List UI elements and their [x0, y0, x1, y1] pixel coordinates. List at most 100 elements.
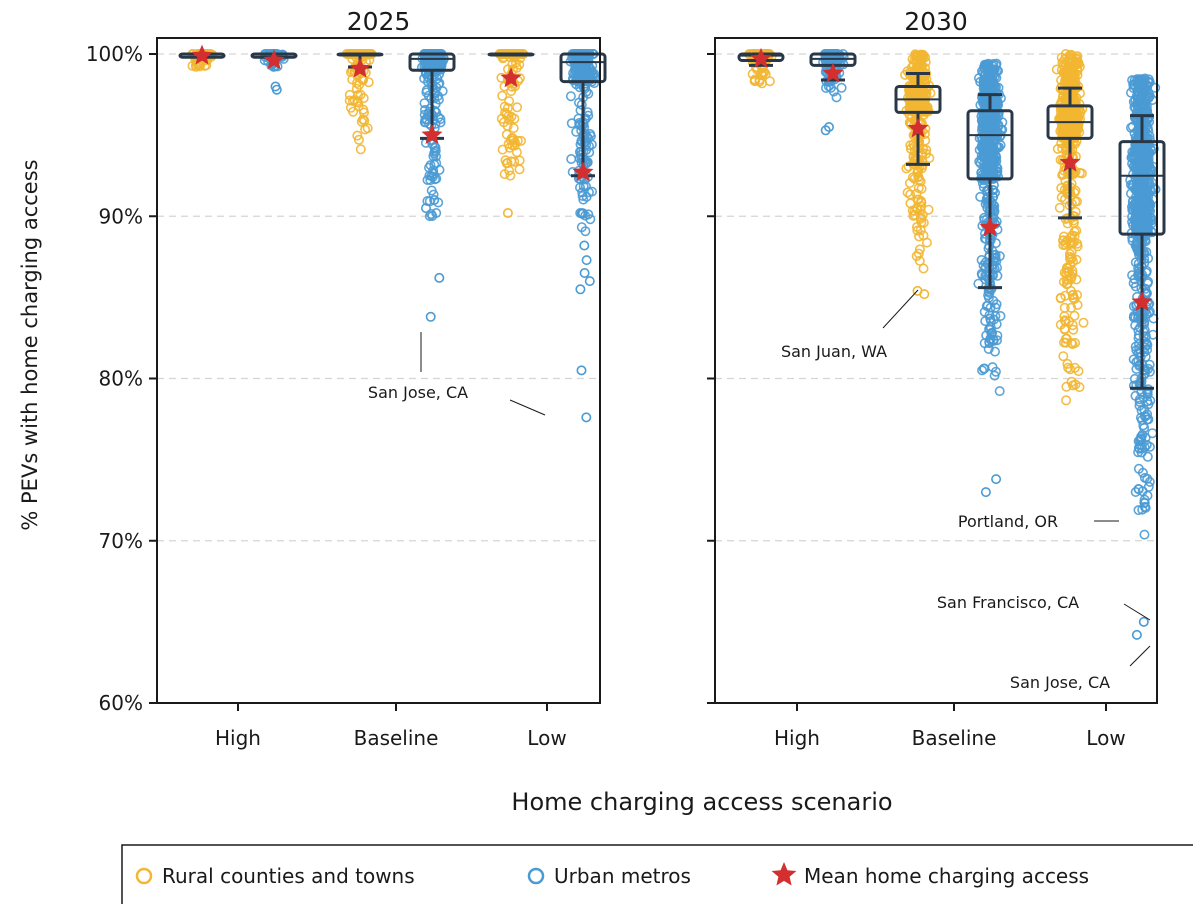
- data-point: [514, 164, 525, 175]
- data-point: [985, 322, 996, 333]
- legend: Rural counties and towns Urban metros Me…: [121, 844, 1193, 908]
- data-point: [906, 92, 917, 103]
- data-point: [917, 53, 928, 64]
- y-tick-label: 80%: [99, 367, 143, 391]
- data-point: [981, 135, 992, 146]
- data-point: [504, 96, 515, 107]
- data-point: [909, 206, 920, 217]
- data-point: [1137, 429, 1148, 440]
- mean-star-icon: [263, 49, 285, 70]
- mean-star-icon: [822, 62, 844, 83]
- data-point: [904, 178, 915, 189]
- data-point: [187, 60, 198, 71]
- data-point: [1133, 211, 1144, 222]
- boxplot-baseline-rural: [336, 52, 384, 78]
- boxplot-low-rural: [1046, 86, 1094, 220]
- data-point: [1141, 200, 1152, 211]
- data-point: [1065, 108, 1076, 119]
- data-point: [975, 191, 986, 202]
- data-point: [988, 335, 999, 346]
- data-point: [1072, 289, 1083, 300]
- data-point: [1144, 91, 1155, 102]
- y-tick-label: 70%: [99, 529, 143, 553]
- data-point: [1143, 222, 1154, 233]
- annotation-leader: [509, 399, 546, 416]
- data-point: [419, 98, 430, 109]
- data-point: [1060, 240, 1071, 251]
- x-tick-label: High: [774, 726, 820, 750]
- data-point: [984, 160, 995, 171]
- data-point: [1069, 310, 1080, 321]
- data-point: [355, 144, 366, 155]
- data-point: [1072, 299, 1083, 310]
- outlier-point: [823, 122, 834, 133]
- data-point: [1130, 222, 1141, 233]
- annotation: San Jose, CA: [1010, 645, 1151, 692]
- data-point: [1133, 146, 1144, 157]
- data-point: [565, 91, 576, 102]
- iqr-box: [408, 52, 456, 72]
- annotation-label: San Francisco, CA: [937, 593, 1079, 612]
- outlier-point: [1131, 629, 1142, 640]
- data-point: [992, 270, 1003, 281]
- data-point: [580, 210, 591, 221]
- data-point: [586, 186, 597, 197]
- data-point: [1141, 155, 1152, 166]
- data-point: [977, 365, 988, 376]
- data-point: [1143, 276, 1154, 287]
- boxplot-baseline-urban: [966, 93, 1014, 290]
- data-point: [422, 63, 433, 74]
- legend-mean-star-icon: [771, 862, 797, 886]
- data-point: [1065, 254, 1076, 265]
- legend-rural-label: Rural counties and towns: [162, 864, 415, 888]
- data-point: [990, 311, 1001, 322]
- x-tick-label: High: [215, 726, 261, 750]
- data-point: [1063, 143, 1074, 154]
- iqr-box: [1118, 140, 1166, 236]
- panel-title: 2025: [347, 7, 411, 36]
- data-point: [194, 61, 205, 72]
- data-point: [918, 263, 929, 274]
- data-point: [1131, 196, 1142, 207]
- data-point: [764, 76, 775, 87]
- annotation-label: San Juan, WA: [781, 342, 887, 361]
- outlier-point: [581, 255, 592, 266]
- data-point: [1143, 363, 1154, 374]
- mean-star-icon: [500, 67, 522, 88]
- data-point: [831, 92, 842, 103]
- data-point: [1130, 486, 1141, 497]
- data-point: [585, 131, 596, 142]
- data-point: [1065, 364, 1076, 375]
- legend-mean-label: Mean home charging access: [804, 864, 1089, 888]
- data-point: [1144, 476, 1155, 487]
- outlier-point: [581, 412, 592, 423]
- annotation: Portland, OR: [958, 512, 1119, 531]
- data-point: [978, 144, 989, 155]
- data-point: [1059, 337, 1070, 348]
- data-point: [1066, 337, 1077, 348]
- data-point: [986, 261, 997, 272]
- data-point: [990, 238, 1001, 249]
- mean-star-icon: [979, 216, 1001, 237]
- data-point: [428, 189, 439, 200]
- outlier-point: [820, 125, 831, 136]
- data-point: [1132, 74, 1143, 85]
- data-point: [993, 100, 1004, 111]
- data-point: [1068, 61, 1079, 72]
- data-point: [1063, 362, 1074, 373]
- data-point: [749, 76, 760, 87]
- data-point: [502, 103, 513, 114]
- data-point: [425, 175, 436, 186]
- mean-star-icon: [1131, 291, 1153, 312]
- mean-star-icon: [907, 117, 929, 138]
- outlier-point: [502, 208, 513, 219]
- data-point: [1070, 337, 1081, 348]
- boxplot-baseline-rural: [894, 71, 942, 166]
- data-point: [917, 210, 928, 221]
- data-point: [419, 104, 430, 115]
- data-point: [353, 134, 364, 145]
- data-point: [828, 86, 839, 97]
- data-point: [1066, 302, 1077, 313]
- data-point: [916, 183, 927, 194]
- data-point: [566, 154, 577, 165]
